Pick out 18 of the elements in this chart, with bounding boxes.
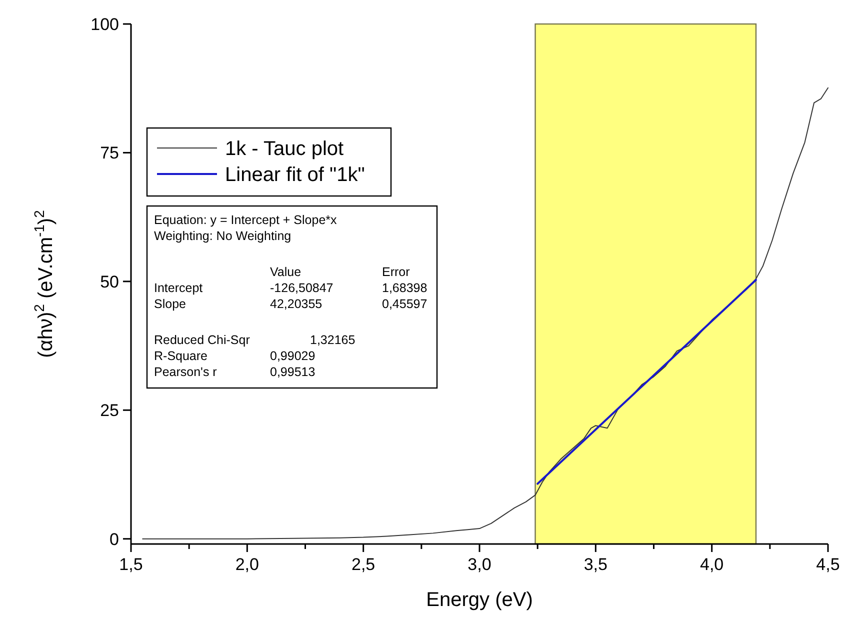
x-axis-title: Energy (eV) xyxy=(426,589,533,611)
x-tick-label: 3,5 xyxy=(584,555,608,574)
x-tick-label: 2,0 xyxy=(235,555,259,574)
y-tick-label: 25 xyxy=(100,401,119,420)
x-tick-label: 4,0 xyxy=(700,555,724,574)
y-tick-label: 0 xyxy=(110,530,119,549)
y-tick-label: 50 xyxy=(100,272,119,292)
fit-results-table: Equation: y = Intercept + Slope*x Weighting: No Weighting Value Error Intercept -126,50847 1,68398 Slope 42,20355 0,45597 Reduced Chi-Sqr 1,32165 R-Square 0,99029 Pearson's r 0,99513 xyxy=(146,205,438,389)
x-tick-label: 2,5 xyxy=(352,555,376,574)
legend-label: 1k - Tauc plot xyxy=(225,138,344,160)
legend-label: Linear fit of "1k" xyxy=(225,164,365,186)
annotation: Weighting: No Weighting xyxy=(154,229,292,243)
y-tick-label: 75 xyxy=(100,144,119,163)
y-tick-label: 100 xyxy=(90,15,119,34)
annotation: Equation: y = Intercept + Slope*x xyxy=(154,213,338,227)
x-tick-label: 4,5 xyxy=(816,555,840,574)
x-tick-label: 1,5 xyxy=(119,555,143,574)
x-tick-label: 3,0 xyxy=(468,555,492,574)
